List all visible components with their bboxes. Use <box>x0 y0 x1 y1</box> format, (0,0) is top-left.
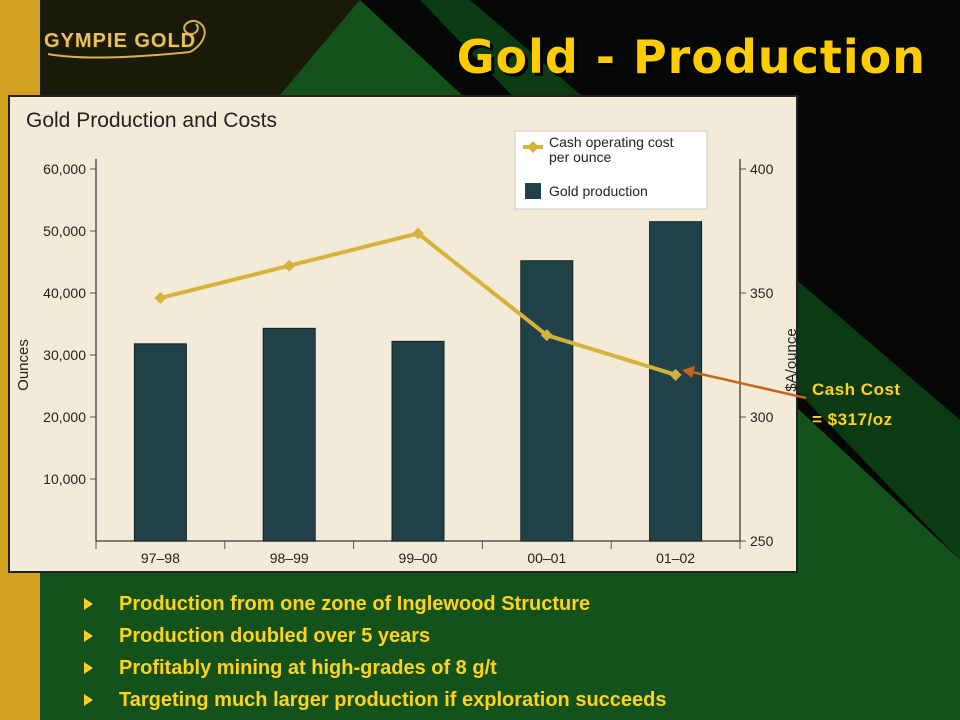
bullet-item: Profitably mining at high-grades of 8 g/… <box>80 652 667 684</box>
right-tick-label: 250 <box>750 533 774 549</box>
legend-box <box>514 130 708 210</box>
production-bar <box>133 343 187 542</box>
right-tick-label: 400 <box>750 161 774 177</box>
production-chart: Gold Production and Costs 10,000 20,000 30,… <box>15 109 796 566</box>
y-axis-label-right: $A/ounce <box>783 328 796 391</box>
left-tick-label: 10,000 <box>43 471 86 487</box>
cost-point <box>540 329 553 342</box>
x-tick-label: 00–01 <box>527 550 566 566</box>
bullet-text: Targeting much larger production if expl… <box>119 689 667 711</box>
legend-bar-swatch <box>525 183 541 199</box>
cash-cost-callout: Cash Cost = $317/oz <box>812 375 901 435</box>
production-bar <box>520 260 574 542</box>
right-tick-label: 300 <box>750 409 774 425</box>
x-tick-label: 01–02 <box>656 550 695 566</box>
production-bar <box>391 340 445 542</box>
bullet-list: Production from one zone of Inglewood St… <box>80 588 667 716</box>
y-axis-label: Ounces <box>15 339 32 391</box>
bullet-text: Production doubled over 5 years <box>119 625 431 647</box>
bullet-item: Targeting much larger production if expl… <box>80 684 667 716</box>
production-bar <box>262 327 316 542</box>
left-tick-label: 60,000 <box>43 161 86 177</box>
cost-point <box>669 368 682 381</box>
bullet-item: Production doubled over 5 years <box>80 620 667 652</box>
arrow-bullet-icon <box>84 694 93 706</box>
arrow-bullet-icon <box>84 598 93 610</box>
left-tick-label: 50,000 <box>43 223 86 239</box>
arrow-bullet-icon <box>84 662 93 674</box>
x-tick-label: 99–00 <box>399 550 438 566</box>
bullet-text: Production from one zone of Inglewood St… <box>119 593 591 615</box>
bullet-item: Production from one zone of Inglewood St… <box>80 588 667 620</box>
cost-point <box>283 259 296 272</box>
bullet-text: Profitably mining at high-grades of 8 g/… <box>119 657 497 679</box>
legend-label: per ounce <box>549 149 611 165</box>
chart-title: Gold Production and Costs <box>26 109 277 132</box>
logo-swirl-icon <box>47 20 206 59</box>
right-tick-label: 350 <box>750 285 774 301</box>
cost-point <box>154 291 167 304</box>
x-tick-label: 98–99 <box>270 550 309 566</box>
x-tick-label: 97–98 <box>141 550 180 566</box>
left-tick-label: 30,000 <box>43 347 86 363</box>
company-logo: GYMPIE GOLD <box>44 30 197 52</box>
legend-diamond-swatch <box>527 141 539 153</box>
cost-point <box>412 227 424 240</box>
slide-title: Gold - Production <box>456 30 926 84</box>
left-tick-label: 20,000 <box>43 409 86 425</box>
production-bar <box>649 221 703 542</box>
left-tick-label: 40,000 <box>43 285 86 301</box>
callout-line-1: Cash Cost <box>812 380 901 399</box>
callout-line-2: = $317/oz <box>812 410 893 429</box>
chart-frame: Gold Production and Costs 10,000 20,000 30,… <box>8 95 798 573</box>
legend-label: Gold production <box>549 183 648 199</box>
arrow-bullet-icon <box>84 630 93 642</box>
legend-label: Cash operating cost <box>549 134 674 150</box>
